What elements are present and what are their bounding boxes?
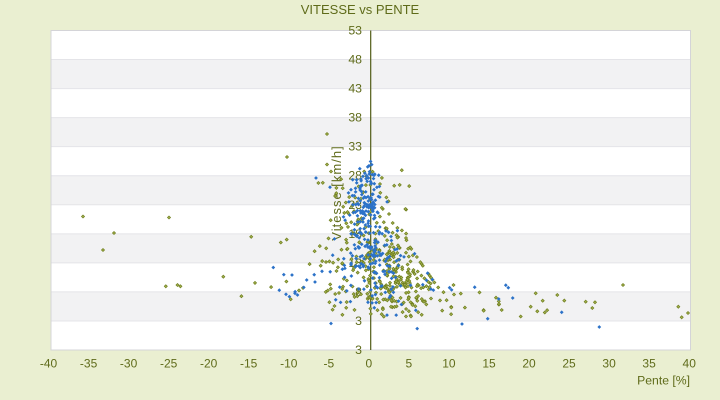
svg-text:-35: -35	[80, 356, 98, 370]
svg-text:30: 30	[602, 356, 616, 370]
svg-text:35: 35	[642, 356, 656, 370]
svg-text:-30: -30	[120, 356, 138, 370]
svg-text:33: 33	[348, 140, 362, 154]
svg-text:48: 48	[348, 53, 362, 67]
svg-text:38: 38	[348, 111, 362, 125]
svg-text:-25: -25	[160, 356, 178, 370]
svg-text:-40: -40	[40, 356, 58, 370]
svg-text:-20: -20	[200, 356, 218, 370]
svg-text:VITESSE vs PENTE: VITESSE vs PENTE	[301, 2, 420, 17]
svg-text:-10: -10	[280, 356, 298, 370]
svg-text:53: 53	[348, 24, 362, 38]
svg-text:3: 3	[355, 343, 362, 357]
svg-text:15: 15	[482, 356, 496, 370]
svg-text:Pente [%]: Pente [%]	[637, 373, 690, 387]
svg-text:25: 25	[562, 356, 576, 370]
svg-text:5: 5	[406, 356, 413, 370]
svg-text:40: 40	[683, 356, 697, 370]
svg-text:-5: -5	[323, 356, 334, 370]
svg-text:0: 0	[366, 356, 373, 370]
svg-text:10: 10	[442, 356, 456, 370]
svg-text:3: 3	[355, 314, 362, 328]
svg-text:20: 20	[522, 356, 536, 370]
svg-text:43: 43	[348, 82, 362, 96]
svg-text:-15: -15	[240, 356, 258, 370]
